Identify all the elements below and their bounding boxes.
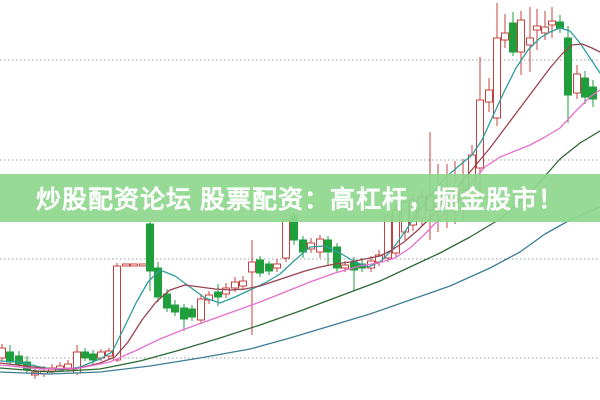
promo-banner-text: 炒股配资论坛 股票配资：高杠杆，掘金股市！ <box>36 186 564 214</box>
promo-banner: 炒股配资论坛 股票配资：高杠杆，掘金股市！ <box>0 174 600 222</box>
